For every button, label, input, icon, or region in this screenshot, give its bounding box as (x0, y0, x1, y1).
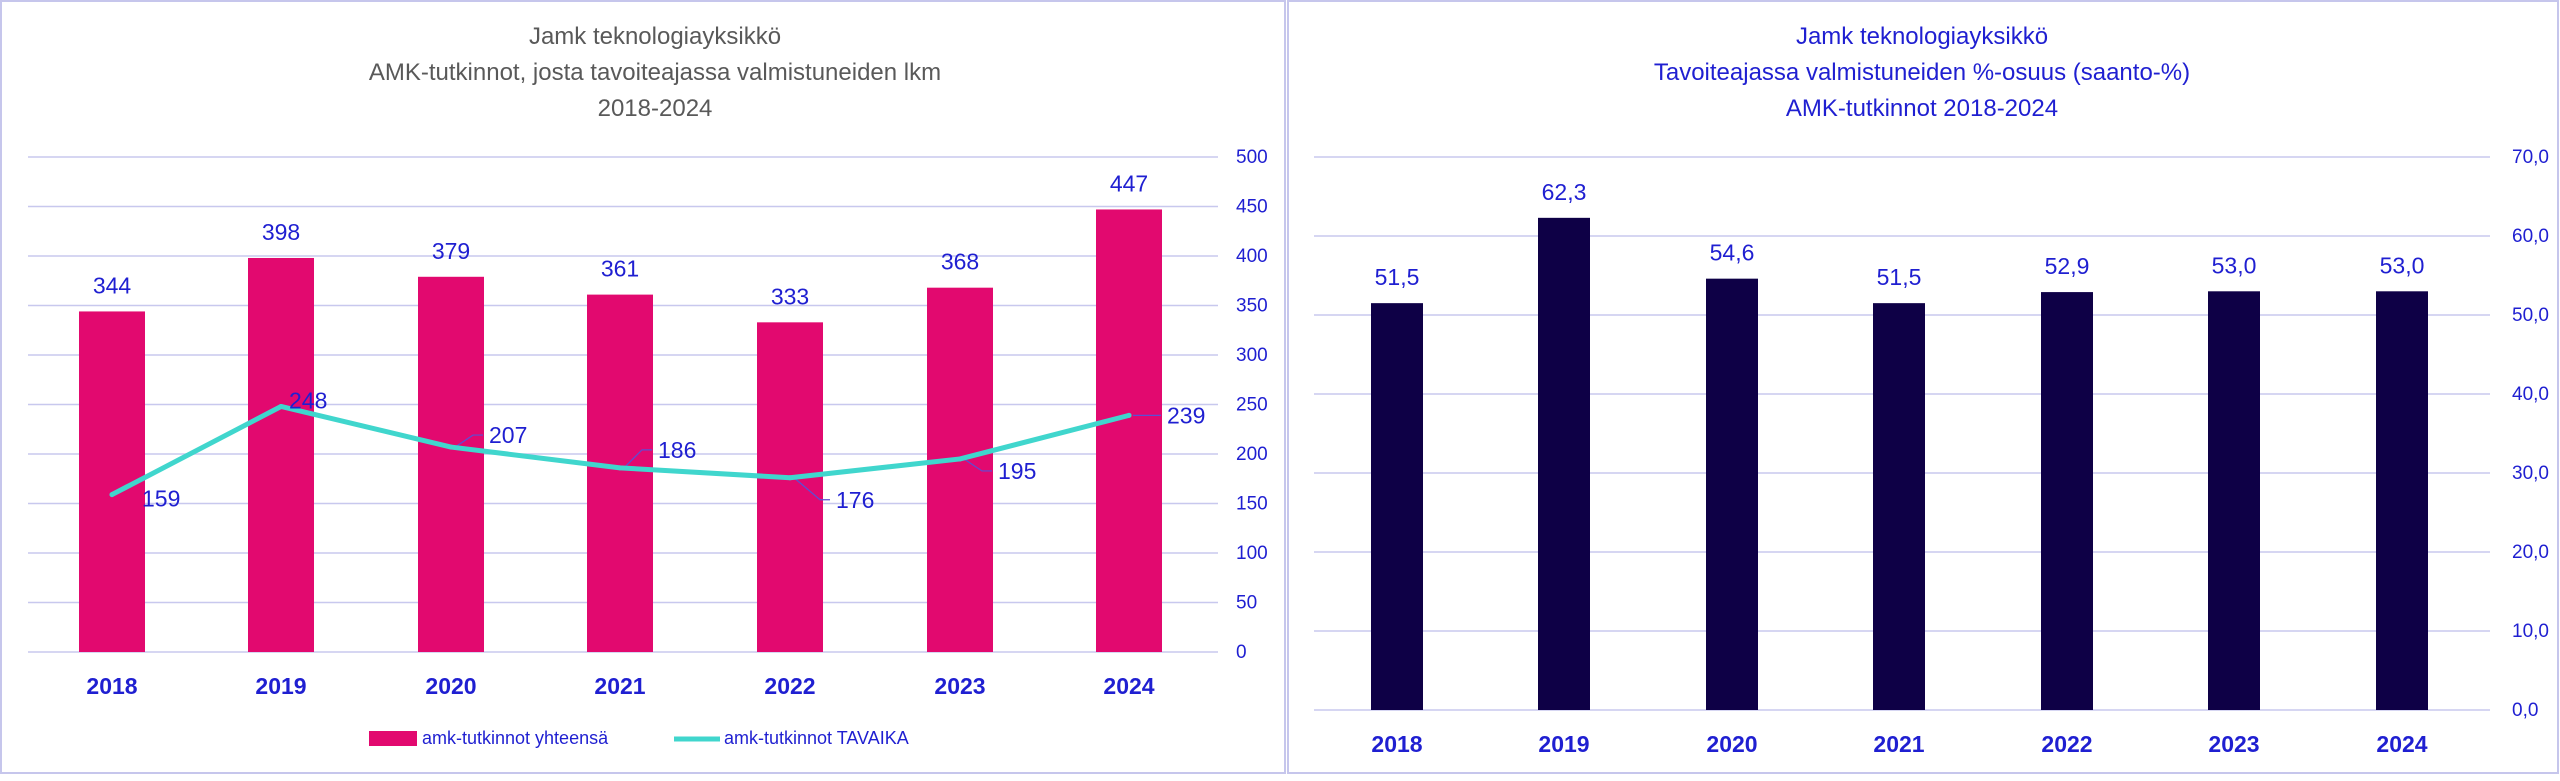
left-bar-data-label: 368 (941, 249, 979, 275)
left-line-data-label: 248 (289, 387, 327, 413)
right-bar (2376, 291, 2428, 710)
right-chart-title-line: Tavoiteajassa valmistuneiden %-osuus (sa… (1654, 59, 2190, 86)
right-bar-data-label: 54,6 (1710, 240, 1755, 266)
right-y-tick-label: 50,0 (2512, 305, 2549, 326)
right-x-tick-label: 2018 (1371, 731, 1422, 757)
left-leader-line (623, 449, 652, 469)
left-line-data-label: 159 (142, 486, 180, 512)
right-x-tick-label: 2022 (2041, 731, 2092, 757)
right-chart-bars (1371, 217, 2428, 710)
right-bar (1538, 217, 1590, 710)
left-leader-line (793, 477, 830, 501)
left-line-data-label: 186 (658, 437, 696, 463)
left-line-point (617, 465, 623, 471)
left-bar-data-label: 361 (601, 256, 639, 282)
right-bar-data-label: 52,9 (2045, 253, 2090, 279)
left-bar (587, 294, 653, 652)
left-line-data-label: 207 (489, 422, 527, 448)
left-y-tick-label: 400 (1236, 246, 1268, 267)
left-chart-bars (79, 209, 1162, 652)
left-x-tick-label: 2024 (1103, 673, 1154, 699)
right-y-tick-label: 10,0 (2512, 621, 2549, 642)
left-line-point (1126, 412, 1132, 418)
left-chart-panel (0, 0, 1286, 774)
right-bar-data-label: 53,0 (2380, 252, 2425, 278)
right-x-tick-label: 2019 (1538, 731, 1589, 757)
left-bar-data-label: 447 (1110, 170, 1148, 196)
right-x-tick-label: 2023 (2208, 731, 2259, 757)
right-bar (2208, 291, 2260, 710)
left-y-tick-label: 100 (1236, 543, 1268, 564)
left-bar-data-label: 344 (93, 272, 132, 298)
left-x-tick-label: 2019 (255, 673, 306, 699)
left-x-tick-label: 2021 (594, 673, 645, 699)
left-y-tick-label: 50 (1236, 593, 1257, 614)
right-bar-data-label: 62,3 (1542, 179, 1587, 205)
right-y-tick-label: 60,0 (2512, 226, 2549, 247)
legend-label-bars: amk-tutkinnot yhteensä (422, 728, 609, 748)
right-bar (1873, 303, 1925, 710)
left-x-tick-label: 2018 (86, 673, 137, 699)
left-line-data-label: 176 (836, 487, 874, 513)
right-x-tick-label: 2024 (2376, 731, 2427, 757)
right-y-tick-label: 30,0 (2512, 463, 2549, 484)
left-y-tick-label: 450 (1236, 197, 1268, 218)
left-leader-line (454, 434, 483, 448)
left-y-tick-label: 200 (1236, 444, 1268, 465)
right-bar-data-label: 51,5 (1375, 264, 1420, 290)
left-bar-data-label: 379 (432, 238, 470, 264)
right-bar-data-label: 51,5 (1877, 264, 1922, 290)
right-bar (1706, 278, 1758, 710)
left-line-point (278, 403, 284, 409)
left-bar (418, 276, 484, 652)
right-y-tick-label: 70,0 (2512, 147, 2549, 168)
left-bar (1096, 209, 1162, 652)
right-chart-title-line: Jamk teknologiayksikkö (1796, 23, 2048, 50)
left-chart-legend: amk-tutkinnot yhteensä amk-tutkinnot TAV… (369, 728, 909, 748)
right-x-tick-label: 2020 (1706, 731, 1757, 757)
left-x-tick-label: 2022 (764, 673, 815, 699)
left-x-tick-label: 2023 (934, 673, 985, 699)
left-leader-line (963, 458, 992, 472)
left-x-tick-label: 2020 (425, 673, 476, 699)
right-chart-text: 0,0 10,0 20,0 30,0 40,0 50,0 60,0 70,0 Jamk tekn… (1371, 23, 2549, 757)
left-line-point (448, 444, 454, 450)
right-chart-title-line: AMK-tutkinnot 2018-2024 (1786, 95, 2058, 122)
right-bar (1371, 303, 1423, 710)
legend-swatch-bars (369, 731, 417, 746)
left-bar (248, 257, 314, 652)
left-chart-title-line: Jamk teknologiayksikkö (529, 23, 781, 50)
left-chart-title-line: 2018-2024 (598, 95, 713, 122)
left-line-data-label: 195 (998, 458, 1036, 484)
left-chart-leader-lines (454, 414, 1161, 501)
left-line-data-label: 239 (1167, 402, 1205, 428)
left-line-point (109, 492, 115, 498)
left-chart-title-line: AMK-tutkinnot, josta tavoiteajassa valmi… (369, 59, 941, 86)
left-y-tick-label: 150 (1236, 494, 1268, 515)
legend-label-line: amk-tutkinnot TAVAIKA (724, 728, 909, 748)
left-bar (927, 287, 993, 652)
left-y-tick-label: 500 (1236, 147, 1268, 168)
left-bar-data-label: 398 (262, 219, 300, 245)
left-y-tick-label: 0 (1236, 642, 1247, 663)
left-chart-line-series (109, 403, 1132, 498)
right-chart-panel (1287, 0, 2559, 774)
left-line-point (957, 456, 963, 462)
right-bar (2041, 292, 2093, 710)
left-chart-text: 0 50 100 150 200 250 300 350 400 450 500 Jamk tekno… (86, 23, 1267, 699)
left-y-tick-label: 300 (1236, 345, 1268, 366)
left-line-point (787, 475, 793, 481)
left-bar (757, 322, 823, 652)
right-y-tick-label: 0,0 (2512, 700, 2538, 721)
right-y-tick-label: 40,0 (2512, 384, 2549, 405)
right-bar-data-label: 53,0 (2212, 252, 2257, 278)
left-y-tick-label: 350 (1236, 296, 1268, 317)
left-y-tick-label: 250 (1236, 395, 1268, 416)
left-bar-data-label: 333 (771, 283, 809, 309)
right-y-tick-label: 20,0 (2512, 542, 2549, 563)
right-x-tick-label: 2021 (1873, 731, 1924, 757)
